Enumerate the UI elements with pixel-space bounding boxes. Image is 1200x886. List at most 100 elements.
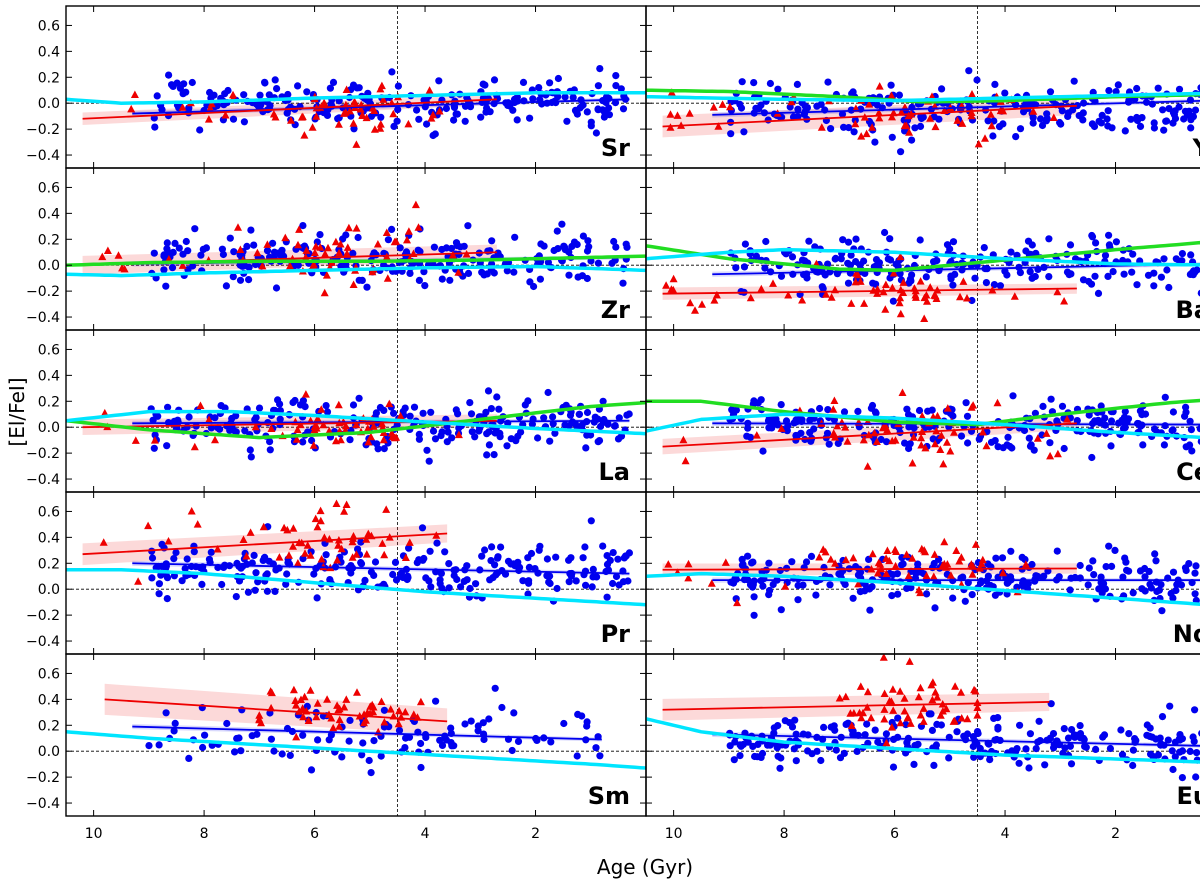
dwarf-star-point	[1036, 737, 1044, 745]
giant-star-point	[946, 447, 955, 455]
giant-star-point	[292, 701, 300, 709]
dwarf-star-point	[574, 710, 582, 719]
giant-star-point	[843, 437, 852, 445]
giant-star-point	[187, 507, 196, 515]
dwarf-star-point	[1089, 557, 1097, 565]
giant-star-point	[875, 113, 884, 122]
dwarf-star-point	[901, 439, 909, 447]
dwarf-star-point	[1169, 119, 1177, 127]
dwarf-star-point	[884, 255, 892, 263]
dwarf-star-point	[397, 569, 405, 577]
giant-star-point	[931, 439, 940, 448]
giant-star-point	[350, 97, 359, 105]
giant-star-point	[352, 550, 361, 558]
dwarf-star-point	[731, 738, 739, 746]
dwarf-star-point	[844, 238, 853, 246]
dwarf-star-point	[254, 578, 262, 586]
dwarf-star-point	[1071, 733, 1079, 741]
giant-star-point	[337, 544, 346, 553]
giant-star-point	[916, 277, 925, 285]
dwarf-star-point	[1125, 730, 1133, 738]
dwarf-star-point	[612, 82, 620, 90]
dwarf-star-point	[563, 117, 571, 125]
gce-model-green-curve	[66, 400, 646, 440]
giant-star-point	[946, 571, 955, 579]
dwarf-star-point	[510, 268, 518, 276]
giant-star-point	[297, 695, 305, 703]
dwarf-star-point	[1153, 587, 1161, 596]
dwarf-star-point	[1165, 105, 1173, 113]
y-tick-label: 0.0	[38, 420, 60, 436]
dwarf-star-point	[474, 727, 482, 735]
dwarf-star-point	[148, 574, 156, 582]
dwarf-star-point	[224, 86, 232, 95]
giant-star-point	[849, 553, 858, 562]
dwarf-star-point	[1058, 402, 1067, 410]
dwarf-star-point	[895, 91, 904, 99]
giant-star-point	[899, 278, 908, 286]
dwarf-star-point	[1039, 402, 1047, 410]
dwarf-star-point	[484, 387, 493, 395]
dwarf-star-point	[593, 573, 601, 581]
panel-la: −0.4 −0.2 0.0 0.2 0.4 0.6 La	[26, 329, 647, 493]
giant-star-point	[299, 712, 308, 721]
giant-star-point	[939, 459, 948, 468]
dwarf-star-point	[507, 435, 515, 443]
dwarf-star-point	[359, 739, 367, 747]
giant-star-point	[325, 426, 334, 435]
giant-star-point	[313, 522, 322, 531]
giant-star-point	[928, 678, 937, 686]
giant-star-point	[822, 290, 830, 298]
y-tick-label: −0.4	[26, 310, 60, 326]
giant-star-point	[309, 261, 317, 270]
giant-star-point	[352, 140, 361, 148]
dwarf-star-point	[1133, 84, 1141, 93]
dwarf-star-point	[184, 266, 192, 274]
dwarf-star-point	[844, 279, 853, 287]
giant-star-point	[1053, 287, 1062, 296]
dwarf-star-point	[609, 549, 617, 557]
dwarf-star-point	[610, 237, 618, 246]
giant-star-point	[908, 554, 917, 562]
giant-star-point	[352, 420, 361, 429]
dwarf-star-point	[1060, 444, 1068, 453]
dwarf-star-point	[603, 560, 612, 569]
dwarf-star-point	[1057, 120, 1065, 128]
dwarf-star-point	[991, 437, 999, 445]
giant-star-point	[887, 91, 896, 99]
dwarf-star-point	[1070, 77, 1078, 85]
giant-star-point	[312, 712, 321, 721]
dwarf-star-point	[986, 756, 994, 764]
dwarf-star-point	[1013, 583, 1021, 591]
dwarf-star-point	[255, 404, 264, 412]
y-tick-label: 0.4	[38, 206, 60, 222]
dwarf-star-point	[354, 545, 362, 553]
giant-star-point	[343, 243, 352, 251]
dwarf-star-point	[415, 115, 423, 123]
dwarf-star-point	[419, 409, 427, 417]
dwarf-star-point	[155, 741, 163, 749]
giant-star-point	[691, 306, 699, 314]
y-axis-title: [El/FeI]	[5, 377, 29, 446]
giant-star-point	[888, 112, 896, 121]
giant-star-point	[298, 704, 307, 712]
giant-star-point	[258, 261, 267, 270]
giant-star-point	[963, 714, 972, 723]
dwarf-star-point	[1188, 447, 1196, 455]
dwarf-star-point	[534, 434, 542, 442]
giant-star-point	[930, 291, 939, 299]
dwarf-star-point	[1111, 546, 1119, 555]
dwarf-star-point	[1028, 560, 1036, 569]
dwarf-star-point	[327, 731, 335, 739]
dwarf-star-point	[777, 401, 785, 409]
giant-star-point	[841, 692, 850, 701]
dwarf-star-point	[1183, 111, 1192, 119]
dwarf-star-point	[1122, 558, 1130, 566]
giant-star-point	[319, 420, 328, 429]
dwarf-star-point	[959, 573, 967, 581]
dwarf-star-point	[284, 90, 292, 99]
x-tick-label: 4	[421, 826, 430, 842]
giant-star-point	[386, 705, 395, 713]
giant-star-point	[856, 682, 865, 690]
giant-star-point	[376, 84, 385, 93]
